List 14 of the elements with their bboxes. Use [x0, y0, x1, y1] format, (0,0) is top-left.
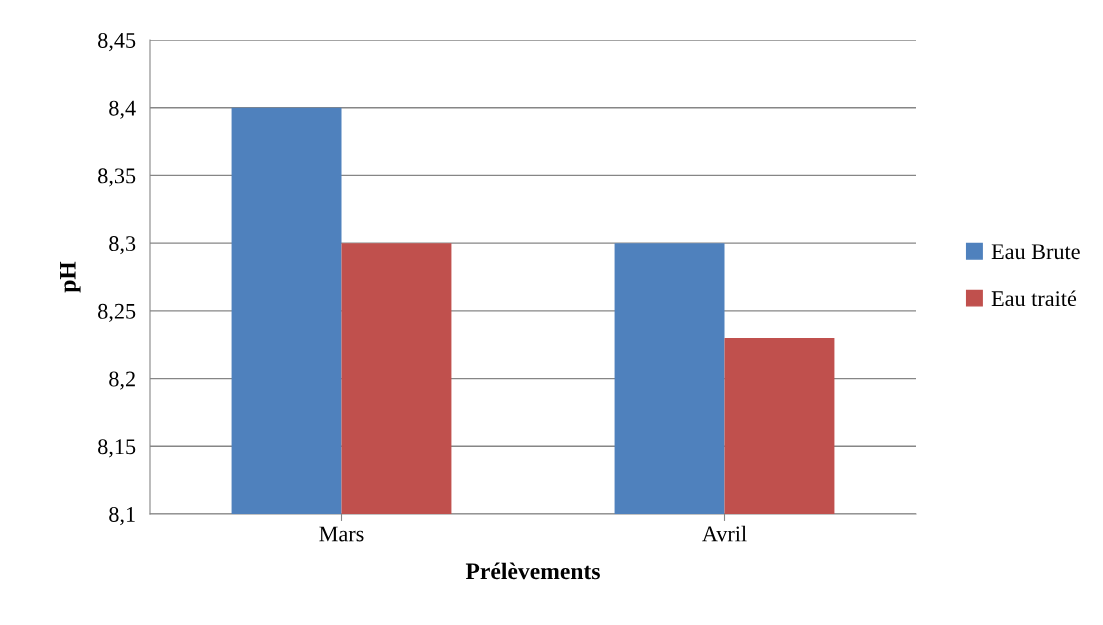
y-tick-label: 8,35	[98, 168, 136, 187]
x-tick-label: Avril	[702, 525, 747, 542]
y-tick-label: 8,15	[98, 439, 136, 458]
y-tick-label: 8,2	[109, 371, 135, 390]
x-tick-label: Mars	[319, 526, 364, 542]
y-tick-label: 8,45	[98, 32, 136, 52]
x-axis-title: Prélèvements	[465, 562, 600, 580]
legend-label: Eau Brute	[991, 244, 1080, 260]
y-tick-label: 8,1	[109, 506, 135, 526]
legend-label: Eau traité	[991, 290, 1077, 307]
y-tick-label: 8,3	[109, 236, 136, 255]
y-tick-label: 8,4	[109, 100, 136, 119]
y-tick-label: 8,25	[98, 303, 136, 322]
y-axis-title: pH	[60, 261, 81, 293]
